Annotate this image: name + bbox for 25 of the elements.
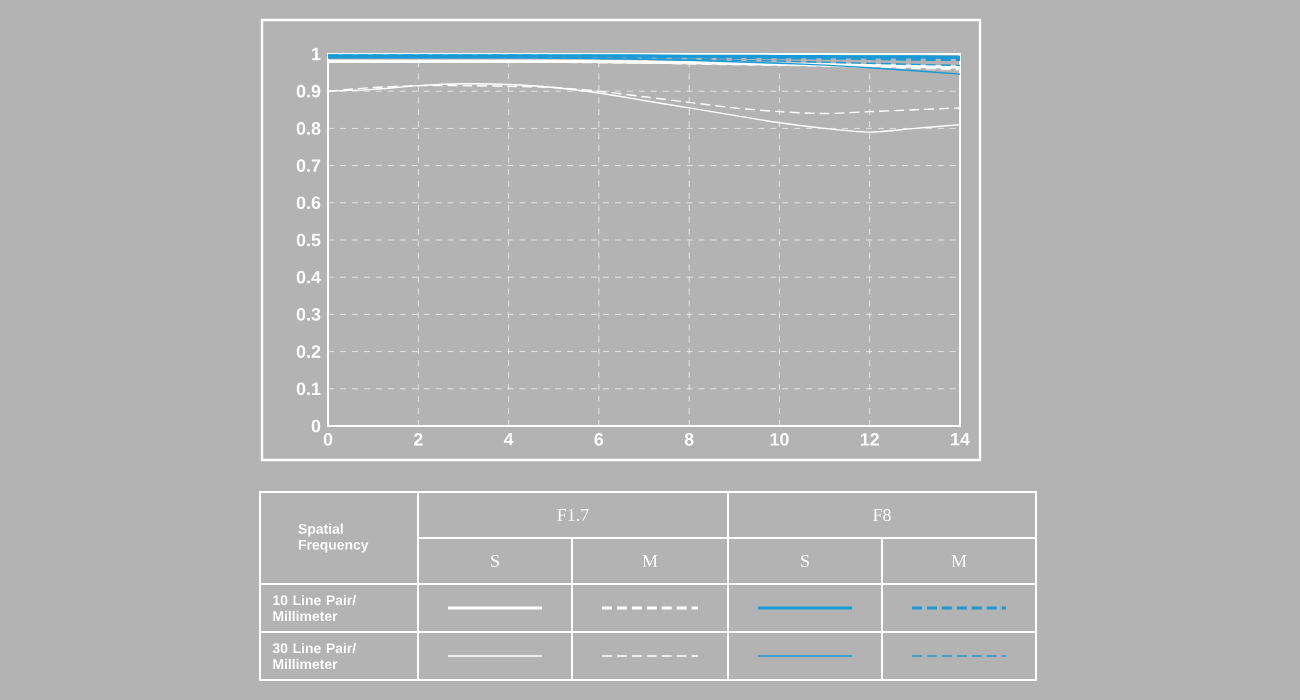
y-tick-label: 0.9 <box>296 84 321 98</box>
y-tick-label: 0.2 <box>296 345 321 358</box>
text: F1.7 <box>557 508 589 522</box>
y-tick-label: 1 <box>312 47 321 61</box>
y-tick-label: 0.7 <box>296 159 321 172</box>
y-tick-label: 0.5 <box>296 233 321 247</box>
x-tick-label: 0 <box>323 433 333 446</box>
y-tick-label: 0.6 <box>296 196 321 210</box>
x-tick-label: 4 <box>503 433 514 446</box>
text: S <box>491 554 499 568</box>
y-tick-label: 0.1 <box>296 382 321 396</box>
y-tick-label: 0 <box>311 419 321 433</box>
text: F8 <box>873 508 891 522</box>
x-tick-label: 2 <box>413 433 423 446</box>
x-tick-label: 6 <box>594 433 604 446</box>
x-tick-label: 12 <box>860 433 879 446</box>
y-tick-label: 0.3 <box>296 308 321 321</box>
text: S <box>801 554 809 568</box>
text: M <box>642 555 658 567</box>
x-tick-label: 10 <box>770 433 789 446</box>
x-tick-label: 8 <box>684 433 694 446</box>
y-tick-label: 0.4 <box>296 270 321 284</box>
y-tick-label: 0.8 <box>296 122 321 135</box>
x-tick-label: 14 <box>951 433 970 446</box>
text: M <box>951 555 967 567</box>
